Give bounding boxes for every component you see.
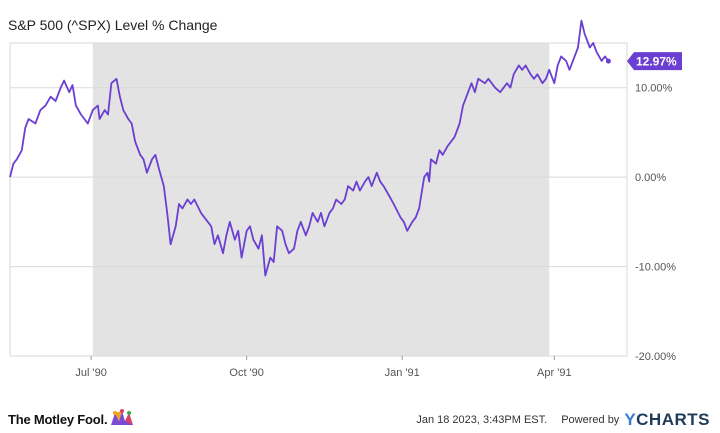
- x-tick-label: Jul '90: [75, 367, 106, 379]
- brand-logo: The Motley Fool.: [8, 409, 135, 429]
- ycharts-logo-text: CHARTS: [636, 410, 710, 429]
- last-point: [605, 58, 611, 64]
- series-line: [9, 19, 610, 277]
- shaded-period: [92, 43, 550, 356]
- x-tick-label: Oct '90: [229, 367, 264, 379]
- powered-by-text: Powered by: [561, 414, 620, 426]
- y-tick-label: -20.00%: [635, 351, 676, 363]
- chart-title: S&P 500 (^SPX) Level % Change: [8, 17, 218, 33]
- last-value-label: 12.97%: [636, 55, 677, 69]
- jester-hat-icon: [111, 409, 134, 425]
- timestamp: Jan 18 2023, 3:43PM EST.: [416, 414, 548, 426]
- y-tick-label: 10.00%: [635, 83, 673, 95]
- line-chart: -20.00% -10.00% 0.00% 10.00% Jul '90 Oct '90 J…: [9, 19, 682, 379]
- y-tick-label: 0.00%: [635, 172, 666, 184]
- brand-name: The Motley Fool.: [8, 411, 108, 427]
- x-tick-label: Jan '91: [385, 367, 420, 379]
- last-value-badge: [627, 52, 682, 71]
- ycharts-logo-y: Y: [624, 410, 637, 429]
- y-tick-label: -10.00%: [635, 262, 676, 274]
- ycharts-logo[interactable]: YCHARTS: [624, 410, 710, 430]
- x-tick-label: Apr '91: [537, 367, 572, 379]
